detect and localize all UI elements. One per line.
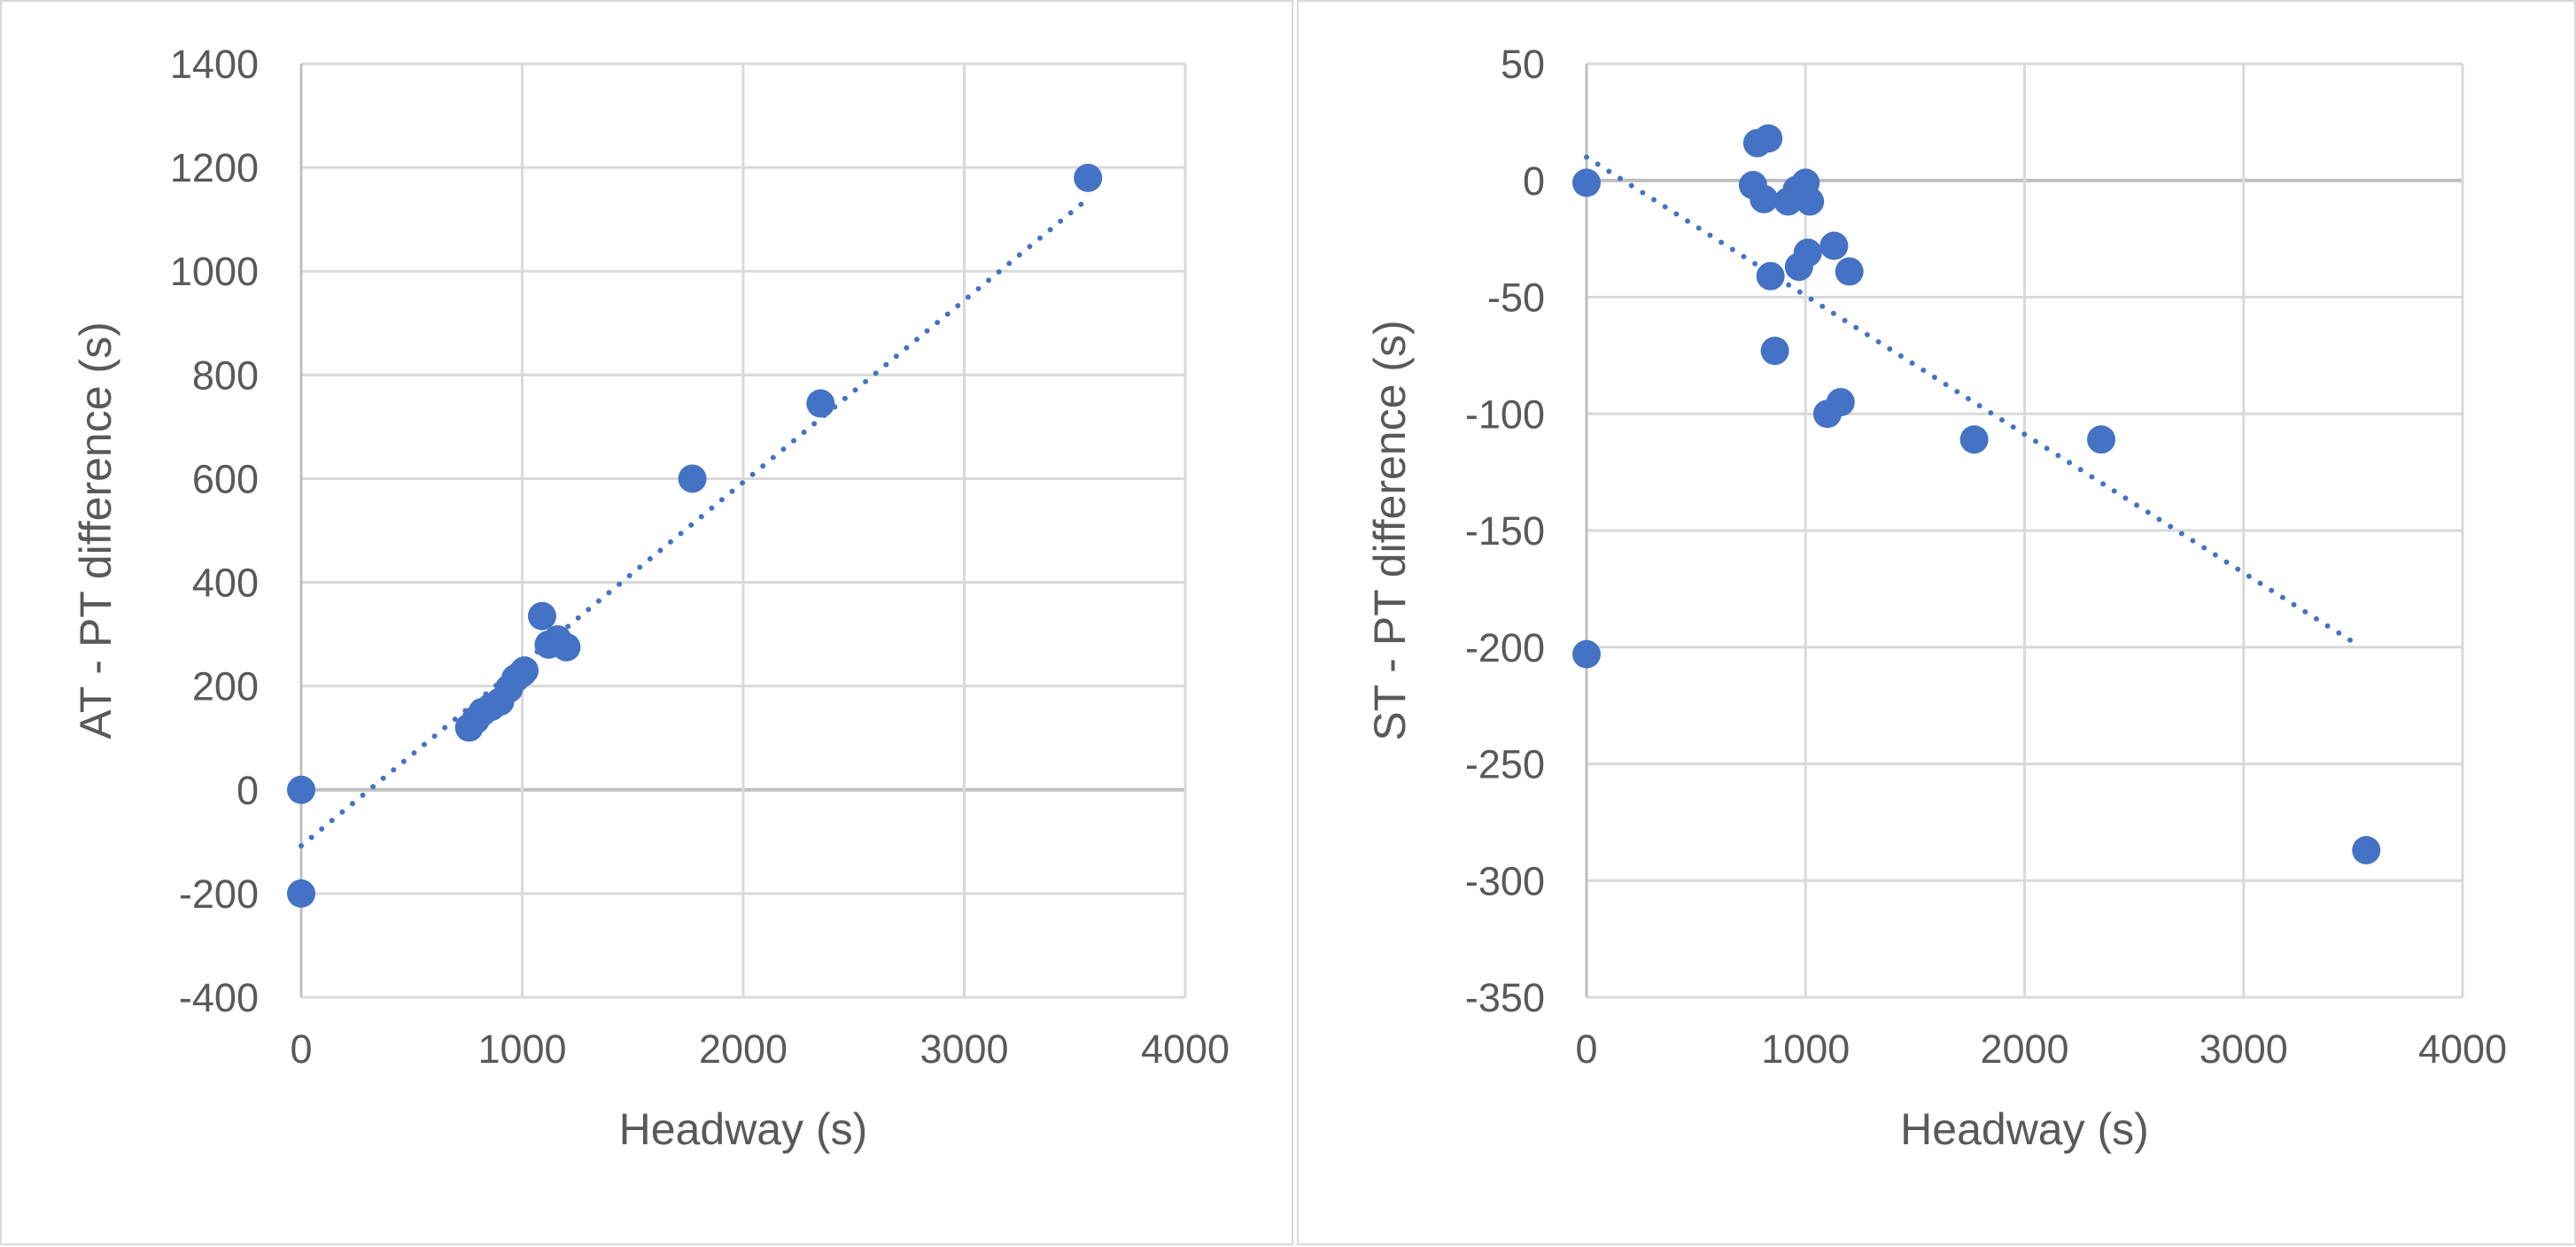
x-tick-label: 2000 [699,1026,788,1072]
data-point [1074,163,1103,192]
y-tick-label: 1000 [170,249,259,294]
trendline [299,196,1091,849]
right-gridlines [1585,62,2464,999]
y-axis-title: ST - PT difference (s) [1365,320,1415,740]
data-point [1826,388,1855,417]
y-tick-label: 0 [237,768,259,813]
y-tick-label: 0 [1523,159,1545,204]
data-point [1796,187,1825,216]
x-tick-label: 0 [1575,1026,1597,1072]
left-chart-panel: -400 -200 0 200 400 600 800 1000 1200 1400 0 1000 20… [0,0,1293,1245]
y-tick-label: -350 [1465,975,1545,1020]
data-point [2087,425,2116,454]
data-point [527,601,556,631]
x-tick-label: 3000 [2200,1026,2288,1072]
x-tick-label: 0 [290,1026,312,1072]
data-point [1756,261,1785,290]
x-tick-label: 2000 [1980,1026,2068,1072]
data-point [806,389,835,418]
x-tick-label: 4000 [2418,1026,2507,1072]
x-tick-label: 3000 [919,1026,1008,1072]
data-point [1959,425,1989,454]
x-axis-title: Headway (s) [619,1104,868,1154]
y-tick-label: 50 [1501,42,1545,87]
data-point [1793,238,1822,267]
y-tick-label: 1200 [170,145,259,190]
data-point [678,464,707,493]
data-point [287,775,315,804]
y-tick-label: -200 [179,871,259,917]
right-chart-panel: -350 -300 -250 -200 -150 -100 -50 0 50 0 1000 2000 3… [1297,0,2576,1245]
data-point [287,879,315,908]
data-point [1572,168,1601,198]
y-tick-label: -250 [1465,742,1545,787]
data-point [1754,124,1783,153]
y-tick-label: -50 [1487,275,1545,321]
x-axis-title: Headway (s) [1900,1104,2149,1154]
data-point [552,632,581,662]
trendline [1584,154,2361,648]
y-tick-label: -300 [1465,858,1545,903]
left-gridlines [299,62,1187,999]
data-point [1760,337,1789,366]
y-tick-label: 1400 [170,42,259,87]
y-tick-label: -150 [1465,508,1545,554]
y-tick-label: -400 [179,975,259,1020]
y-tick-label: -100 [1465,391,1545,437]
y-tick-label: 400 [192,561,259,606]
x-tick-label: 1000 [1761,1026,1850,1072]
x-tick-label: 4000 [1141,1026,1230,1072]
y-tick-label: 600 [192,456,259,501]
data-point [1819,231,1849,260]
y-axis-title: AT - PT difference (s) [71,321,120,739]
y-tick-label: 200 [192,664,259,709]
at-pt-scatter-chart: -400 -200 0 200 400 600 800 1000 1200 1400 0 1000 20… [71,42,1230,1154]
data-point [1572,639,1601,669]
data-point [2352,835,2381,864]
y-tick-label: 800 [192,352,259,398]
data-point [509,656,539,685]
data-point [1835,257,1864,286]
data-point [1750,184,1779,213]
y-tick-label: -200 [1465,625,1545,670]
x-tick-label: 1000 [477,1026,566,1072]
